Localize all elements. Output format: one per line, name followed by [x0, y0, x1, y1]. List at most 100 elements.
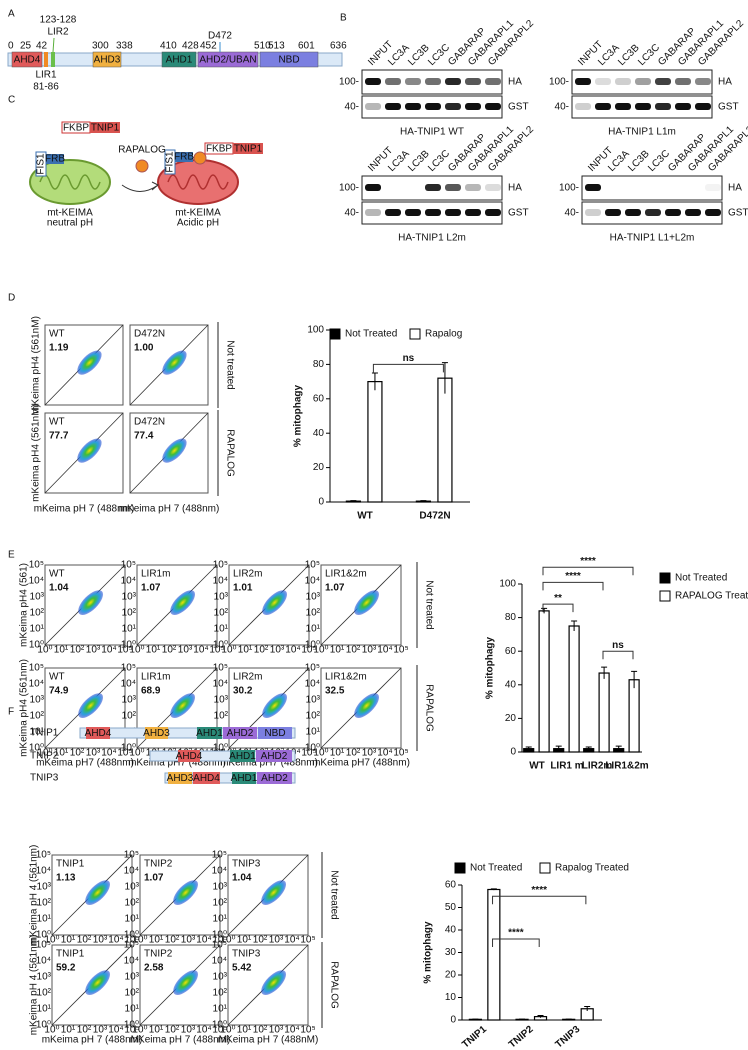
- construct-name: TNIP1: [30, 728, 59, 739]
- flow-tick: 10²: [213, 898, 228, 909]
- y-axis-label: mKeima pH4 (561nM): [31, 316, 42, 414]
- band: [425, 103, 441, 110]
- domain-label: AHD4: [176, 751, 203, 762]
- bar: [568, 625, 580, 753]
- cell-cluster: [77, 350, 102, 375]
- flow-tick: 10²: [306, 608, 321, 619]
- sample-name: LIR2m: [233, 672, 262, 683]
- band: [445, 78, 461, 85]
- flow-tick: 10²: [254, 645, 269, 656]
- domain-box: [197, 727, 222, 739]
- marker-label: 40-: [345, 208, 359, 219]
- panel-letter: C: [8, 95, 15, 106]
- flow-tick: 10¹: [238, 645, 253, 656]
- y-tick-label: 100: [499, 579, 516, 590]
- flow-tick: 10⁵: [121, 560, 136, 571]
- band: [445, 103, 461, 110]
- flow-tick: 10⁴: [284, 1025, 299, 1036]
- sample-value: 1.01: [233, 583, 253, 594]
- flow-tick: 10¹: [122, 624, 137, 635]
- blot-title: HA-TNIP1 L2m: [398, 233, 466, 244]
- lir1-label: LIR1: [35, 70, 57, 81]
- flow-tick: 10⁵: [117, 645, 132, 656]
- lir1-range: 81-86: [33, 82, 59, 93]
- y-tick-label: 20: [505, 713, 517, 724]
- legend-label: RAPALOG Treated: [675, 591, 748, 602]
- band: [655, 103, 671, 110]
- x-axis-label: mKeima pH 7 (488nM): [130, 1035, 231, 1046]
- panel-letter: F: [8, 707, 14, 718]
- flow-tick: 10⁴: [285, 645, 300, 656]
- flow-tick: 10²: [213, 988, 228, 999]
- flow-tick: 10³: [362, 645, 377, 656]
- tnip1-label: TNIP1: [91, 123, 120, 134]
- error-bar: [585, 746, 592, 751]
- blot-ha: [581, 175, 723, 201]
- error-bar: [420, 500, 427, 502]
- cell-cluster: [162, 438, 187, 463]
- condition-label: Not treated: [423, 580, 434, 629]
- lane-label: LC3C: [646, 148, 672, 174]
- band: [445, 184, 461, 191]
- y-axis-title: % mitophagy: [423, 921, 434, 984]
- cell-cluster: [261, 880, 287, 906]
- flow-tick: 10⁴: [29, 679, 44, 690]
- panel-letter: A: [8, 9, 15, 20]
- cell-cluster: [354, 693, 380, 719]
- sample-name: TNIP3: [232, 859, 261, 870]
- band-label: GST: [728, 208, 748, 219]
- residue-number: 601: [298, 41, 315, 52]
- flow-tick: 10⁴: [196, 935, 211, 946]
- band: [605, 209, 621, 216]
- y-tick-label: 50: [445, 902, 457, 913]
- sample-value: 77.4: [134, 431, 154, 442]
- domain-box: [193, 772, 220, 784]
- significance-label: ****: [580, 556, 596, 567]
- error-bar: [571, 620, 578, 632]
- error-bar: [350, 500, 357, 502]
- flow-tick: 10⁰: [313, 748, 328, 759]
- fis1-label: FIS1: [36, 153, 47, 175]
- y-axis-label: mKeima pH4 (561nm): [19, 659, 30, 757]
- flow-tick: 10³: [93, 935, 108, 946]
- band: [485, 78, 501, 85]
- flow-tick: 10³: [214, 592, 229, 603]
- band: [385, 78, 401, 85]
- flow-tick: 10⁴: [124, 956, 139, 967]
- band: [485, 184, 501, 191]
- y-tick-label: 80: [313, 359, 325, 370]
- flow-tick: 10⁵: [300, 935, 315, 946]
- band: [405, 103, 421, 110]
- domain-box: [230, 750, 255, 762]
- flow-tick: 10⁵: [212, 850, 227, 861]
- x-axis-label: mKeima pH7 (488nm): [36, 758, 134, 769]
- flow-tick: 10¹: [54, 748, 69, 759]
- y-tick-label: 0: [450, 1015, 456, 1026]
- band: [365, 209, 381, 216]
- flow-tick: 10²: [122, 711, 137, 722]
- flow-tick: 10⁴: [108, 935, 123, 946]
- flow-tick: 10⁵: [213, 560, 228, 571]
- flow-tick: 10⁴: [36, 956, 51, 967]
- flow-tick: 10²: [125, 898, 140, 909]
- band: [615, 103, 631, 110]
- domain-label: AHD1: [196, 728, 223, 739]
- flow-tick: 10¹: [149, 935, 164, 946]
- domain-label: AHD1: [229, 751, 256, 762]
- y-tick-label: 100: [307, 325, 324, 336]
- flow-tick: 10⁰: [213, 640, 228, 651]
- band: [485, 103, 501, 110]
- flow-tick: 10⁵: [393, 645, 408, 656]
- cell-cluster: [162, 350, 187, 375]
- condition-label: Not treated: [328, 870, 339, 919]
- construct-backbone: [79, 727, 296, 739]
- tnip1-box: [233, 143, 263, 154]
- y-tick-label: 60: [445, 880, 457, 891]
- flow-tick: 10³: [122, 695, 137, 706]
- flow-tick: 10²: [37, 988, 52, 999]
- sample-name: WT: [49, 672, 65, 683]
- band: [595, 103, 611, 110]
- lir1-motif: [44, 52, 48, 67]
- flow-tick: 10⁰: [129, 645, 144, 656]
